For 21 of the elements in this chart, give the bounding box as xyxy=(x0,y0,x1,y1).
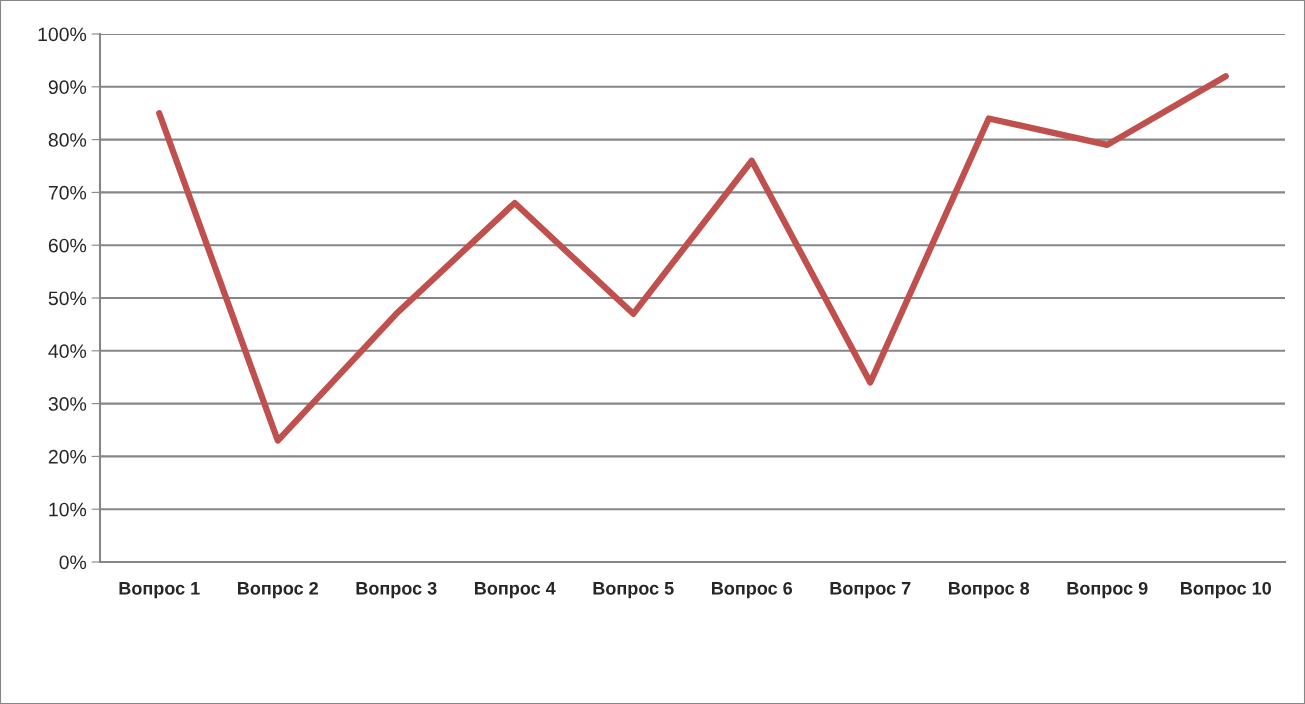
y-tick-label: 20% xyxy=(48,449,87,464)
y-tick-label: 30% xyxy=(48,397,87,411)
x-tick-label: Вопрос 6 xyxy=(712,581,793,599)
x-tick-label: Вопрос 2 xyxy=(238,581,318,599)
x-tick-label: Вопрос 9 xyxy=(1067,581,1148,599)
y-tick-label: 10% xyxy=(49,502,87,517)
x-tick-label: Вопрос 1 xyxy=(119,582,200,599)
x-tick-label: Вопрос 4 xyxy=(475,582,556,599)
x-tick-label: Вопрос 3 xyxy=(356,581,437,599)
y-tick-label: 80% xyxy=(48,133,87,147)
y-tick-label: 50% xyxy=(48,291,87,306)
y-tick-label: 60% xyxy=(48,238,87,253)
y-tick-label: 90% xyxy=(48,80,87,95)
x-tick-label: Вопрос 10 xyxy=(1181,581,1271,599)
x-tick-label: Вопрос 7 xyxy=(830,582,911,599)
y-tick-label: 0% xyxy=(59,555,87,570)
x-tick-label: Вопрос 8 xyxy=(949,581,1030,599)
y-tick-label: 70% xyxy=(48,185,87,200)
y-tick-label: 100% xyxy=(38,27,87,42)
x-tick-label: Вопрос 5 xyxy=(593,582,674,599)
y-tick-label: 40% xyxy=(48,344,87,359)
